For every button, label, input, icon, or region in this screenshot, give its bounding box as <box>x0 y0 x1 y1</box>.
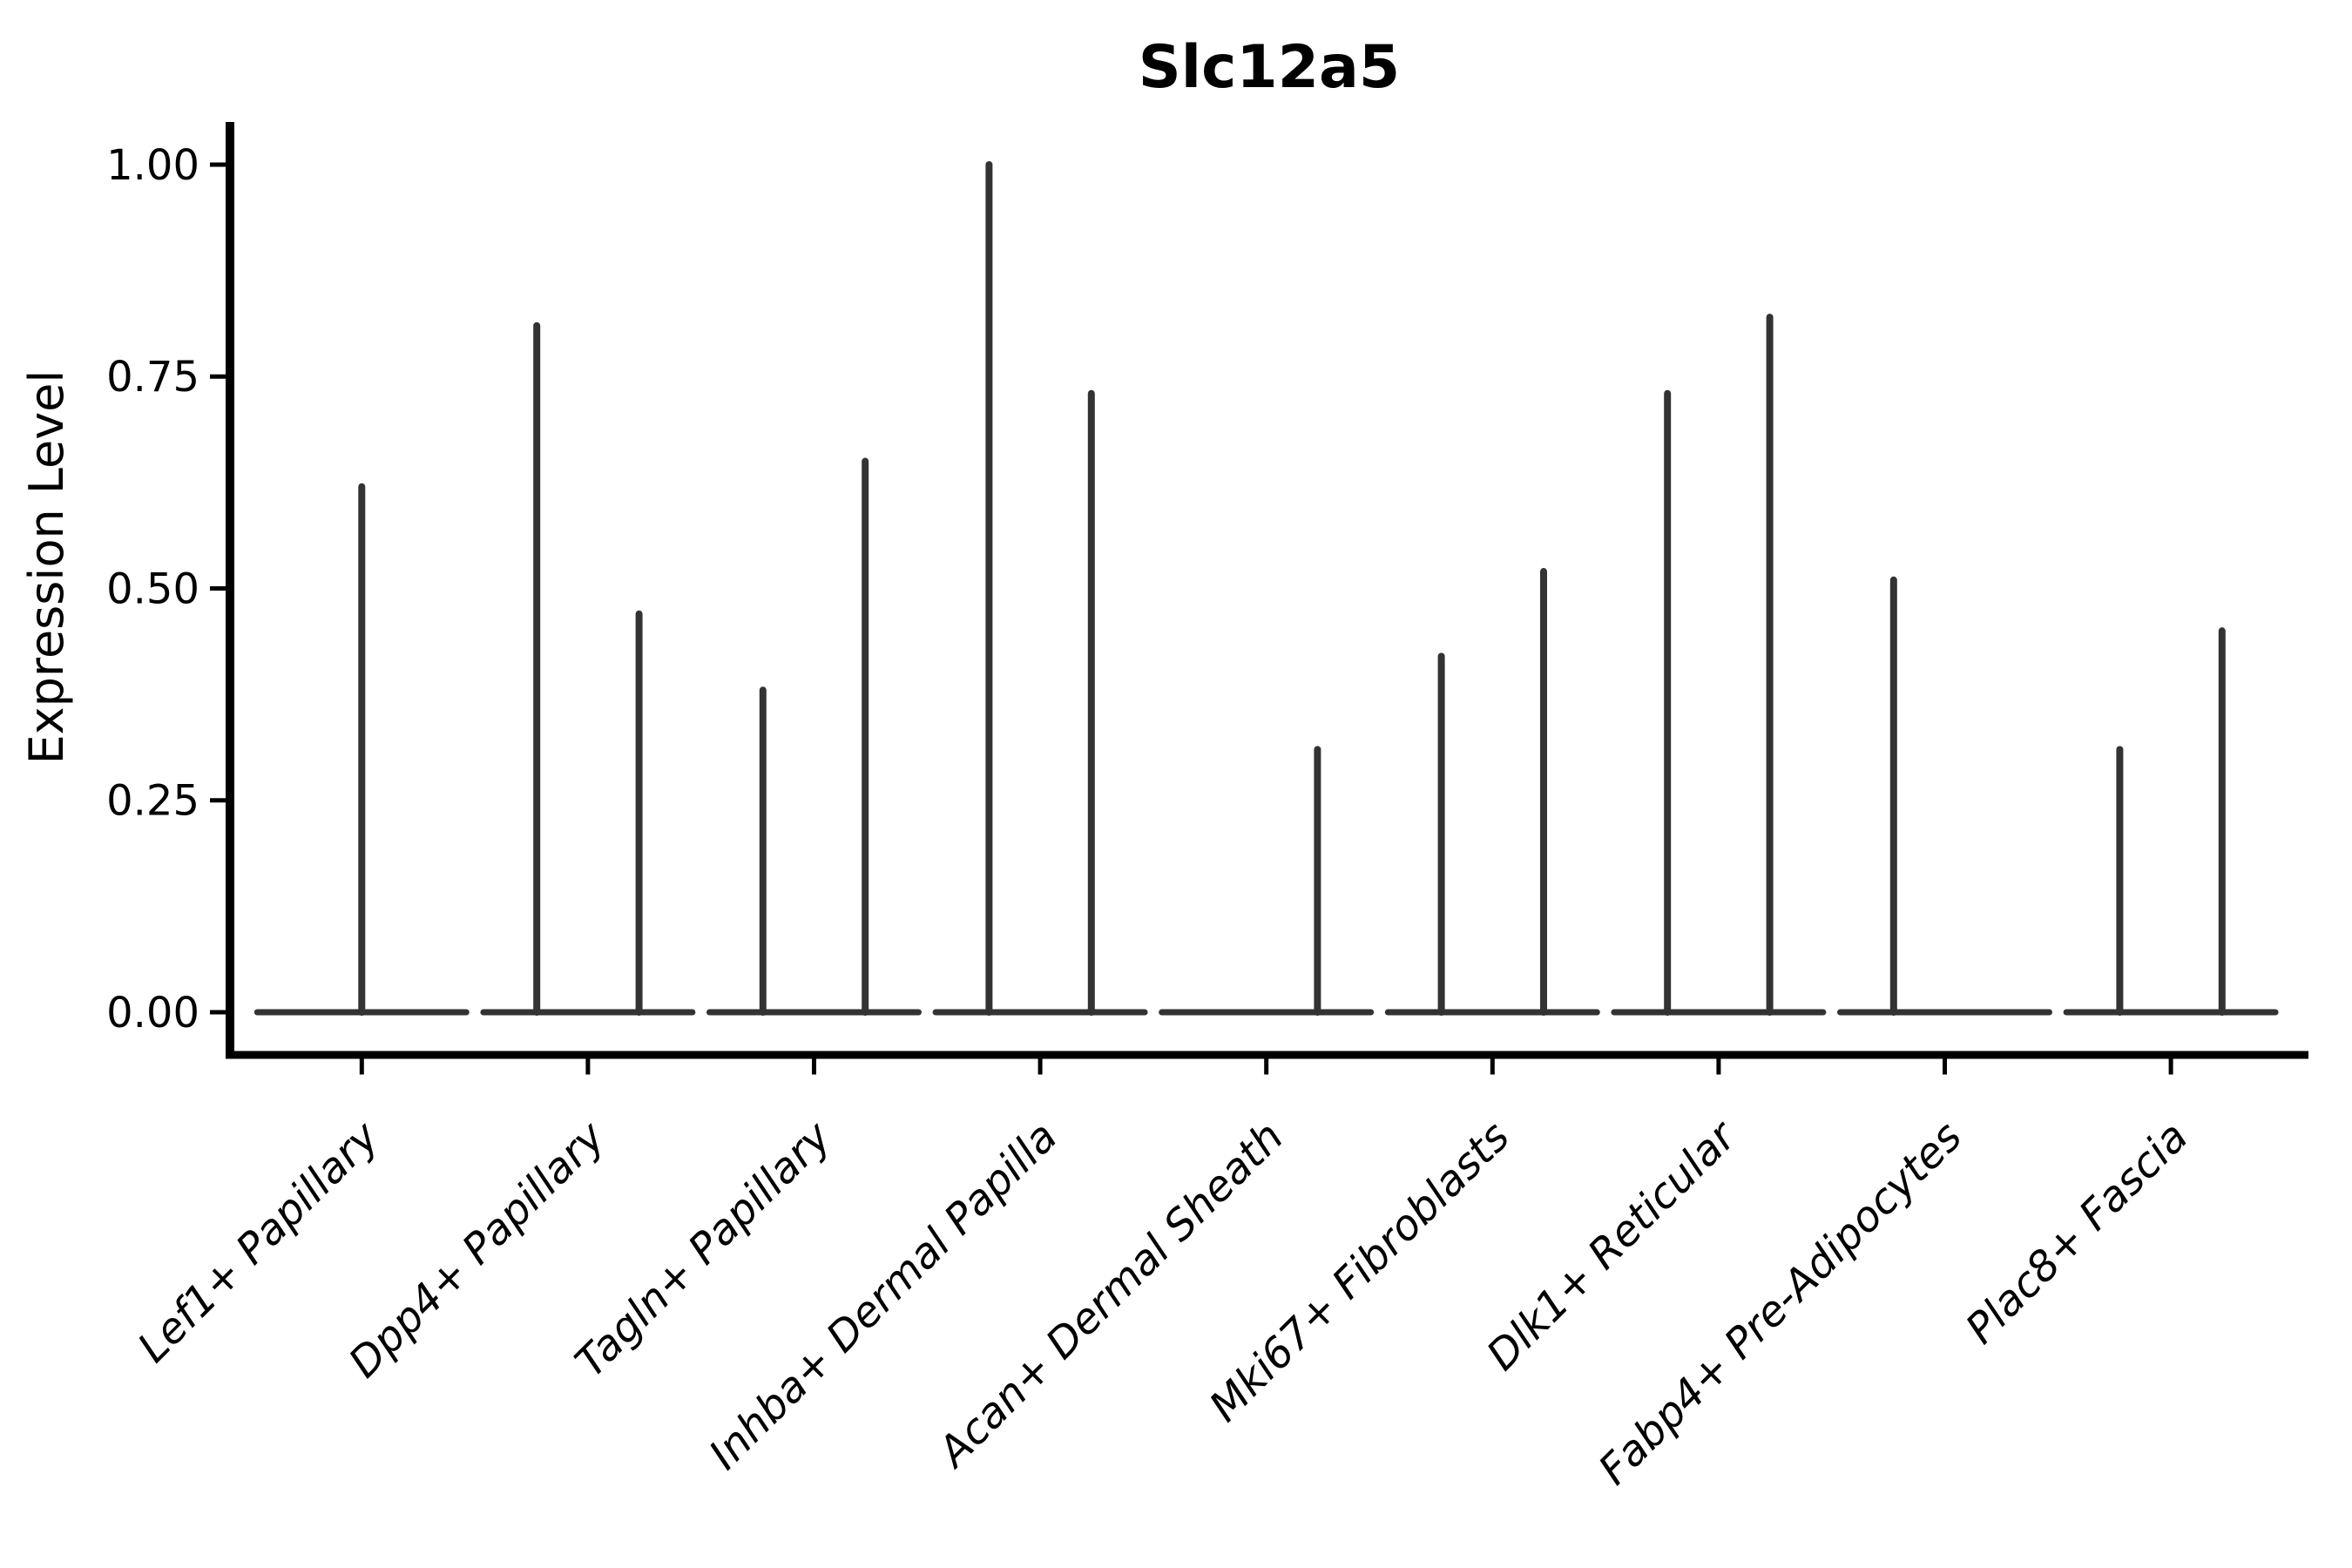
x-tick-label: Plac8+ Fascia <box>1957 1112 2198 1354</box>
violin-category <box>1384 568 1600 1016</box>
chart-title: Slc12a5 <box>1139 33 1400 102</box>
x-tick-label: Dlk1+ Reticular <box>1477 1111 1747 1381</box>
y-tick-label: 0.25 <box>106 777 199 826</box>
y-axis-label: Expression Level <box>19 370 74 765</box>
y-tick-label: 0.50 <box>106 564 199 613</box>
violin-category <box>480 321 696 1016</box>
y-tick-label: 1.00 <box>106 141 199 190</box>
violin-category <box>253 483 470 1016</box>
violin-category <box>1611 314 1827 1016</box>
x-tick-label: Lef1+ Papillary <box>129 1112 389 1372</box>
violin-category <box>706 457 922 1016</box>
x-tick-label: Fabp4+ Pre-Adipocytes <box>1589 1112 1971 1495</box>
violin-category <box>932 161 1148 1016</box>
y-tick-label: 0.75 <box>106 353 199 402</box>
violin-category <box>2063 627 2279 1016</box>
violin-category <box>1159 746 1375 1016</box>
violin-category <box>1837 576 2052 1016</box>
y-tick-label: 0.00 <box>106 989 199 1037</box>
